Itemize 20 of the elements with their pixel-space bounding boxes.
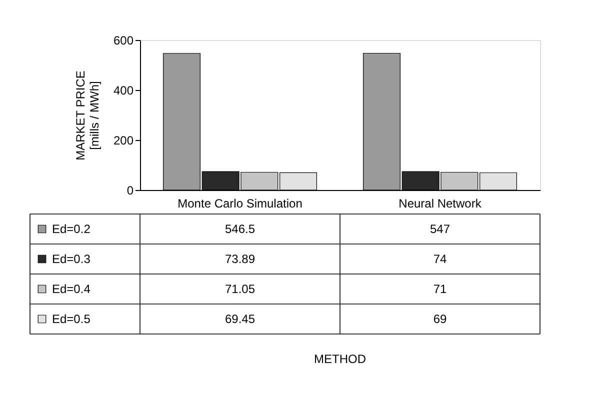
y-tick-label: 200 [113,134,134,148]
x-tick-label: Neural Network [398,196,482,210]
data-label: 546.5 [224,222,256,236]
y-axis-title: MARKET PRICE [mills / MWh] [73,70,102,160]
data-label: 69 [433,312,447,326]
y-tick-label: 400 [113,84,134,98]
legend-label: Ed=0.3 [52,252,91,266]
legend-label: Ed=0.4 [52,282,91,296]
data-label: 69.45 [224,312,256,326]
y-tick-label: 0 [126,184,134,198]
text: METHOD [314,352,366,366]
data-label: 74 [433,252,447,266]
data-label: 547 [430,222,450,236]
data-label: 71.05 [224,282,256,296]
legend-label: Ed=0.2 [52,222,91,236]
legend-label: Ed=0.5 [52,312,91,326]
data-label: 73.89 [224,252,256,266]
y-tick-label: 600 [113,34,134,48]
x-tick-label: Monte Carlo Simulation [178,196,302,210]
data-label: 71 [433,282,447,296]
